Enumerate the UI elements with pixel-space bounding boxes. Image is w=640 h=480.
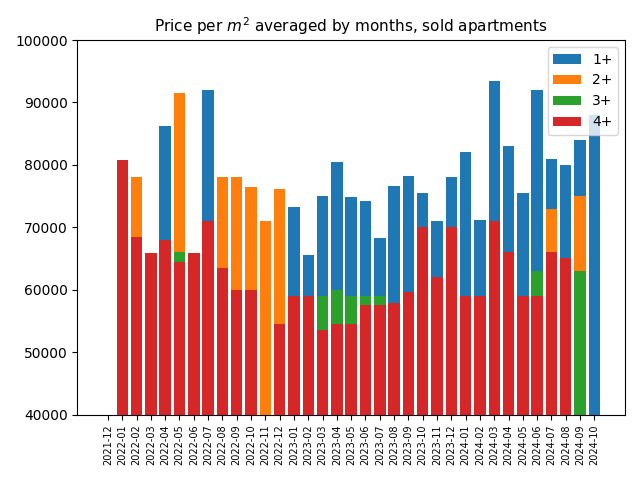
Bar <box>303 296 314 415</box>
Bar <box>288 296 300 415</box>
Bar <box>417 193 428 415</box>
Bar <box>474 296 486 415</box>
Bar <box>360 296 371 415</box>
Bar <box>231 177 243 415</box>
Bar <box>574 196 586 415</box>
Bar <box>503 252 515 415</box>
Bar <box>488 81 500 415</box>
Bar <box>346 197 357 415</box>
Title: Price per $m^2$ averaged by months, sold apartments: Price per $m^2$ averaged by months, sold… <box>154 15 548 36</box>
Bar <box>388 186 400 415</box>
Bar <box>431 221 443 415</box>
Bar <box>331 324 342 415</box>
Bar <box>288 207 300 415</box>
Bar <box>403 292 414 415</box>
Bar <box>531 296 543 415</box>
Bar <box>403 176 414 415</box>
Bar <box>574 140 586 415</box>
Bar <box>546 252 557 415</box>
Bar <box>217 268 228 415</box>
Bar <box>503 146 515 415</box>
Bar <box>116 160 128 415</box>
Bar <box>116 160 128 415</box>
Bar <box>188 253 200 415</box>
Bar <box>445 177 457 415</box>
Bar <box>274 189 285 415</box>
Bar <box>374 296 385 415</box>
Bar <box>202 90 214 415</box>
Bar <box>260 221 271 415</box>
Bar <box>303 255 314 415</box>
Bar <box>331 162 342 415</box>
Bar <box>174 93 185 415</box>
Bar <box>317 296 328 415</box>
Bar <box>431 277 443 415</box>
Bar <box>546 208 557 415</box>
Bar <box>560 259 572 415</box>
Bar <box>131 177 142 415</box>
Bar <box>460 296 471 415</box>
Bar <box>474 220 486 415</box>
Bar <box>374 238 385 415</box>
Bar <box>317 330 328 415</box>
Bar <box>245 290 257 415</box>
Legend: 1+, 2+, 3+, 4+: 1+, 2+, 3+, 4+ <box>548 47 618 135</box>
Bar <box>217 177 228 415</box>
Bar <box>360 305 371 415</box>
Bar <box>174 252 185 415</box>
Bar <box>546 158 557 415</box>
Bar <box>245 187 257 415</box>
Bar <box>145 253 157 415</box>
Bar <box>517 193 529 415</box>
Bar <box>574 415 586 427</box>
Bar <box>245 187 257 415</box>
Bar <box>274 189 285 415</box>
Bar <box>360 201 371 415</box>
Bar <box>188 253 200 415</box>
Bar <box>388 303 400 415</box>
Bar <box>260 221 271 415</box>
Bar <box>188 253 200 415</box>
Bar <box>274 324 285 415</box>
Bar <box>231 177 243 415</box>
Bar <box>131 177 142 415</box>
Bar <box>503 271 515 415</box>
Bar <box>159 240 171 415</box>
Bar <box>131 237 142 415</box>
Bar <box>202 221 214 415</box>
Bar <box>589 115 600 415</box>
Bar <box>231 290 243 415</box>
Bar <box>417 228 428 415</box>
Bar <box>346 296 357 415</box>
Bar <box>517 296 529 415</box>
Bar <box>217 177 228 415</box>
Bar <box>560 165 572 415</box>
Bar <box>174 262 185 415</box>
Bar <box>488 221 500 415</box>
Bar <box>531 90 543 415</box>
Bar <box>159 126 171 415</box>
Bar <box>574 271 586 415</box>
Bar <box>331 290 342 415</box>
Bar <box>317 196 328 415</box>
Bar <box>260 415 271 430</box>
Bar <box>346 324 357 415</box>
Bar <box>374 305 385 415</box>
Bar <box>445 228 457 415</box>
Bar <box>145 253 157 415</box>
Bar <box>460 152 471 415</box>
Bar <box>531 271 543 415</box>
Bar <box>174 93 185 415</box>
Bar <box>303 296 314 415</box>
